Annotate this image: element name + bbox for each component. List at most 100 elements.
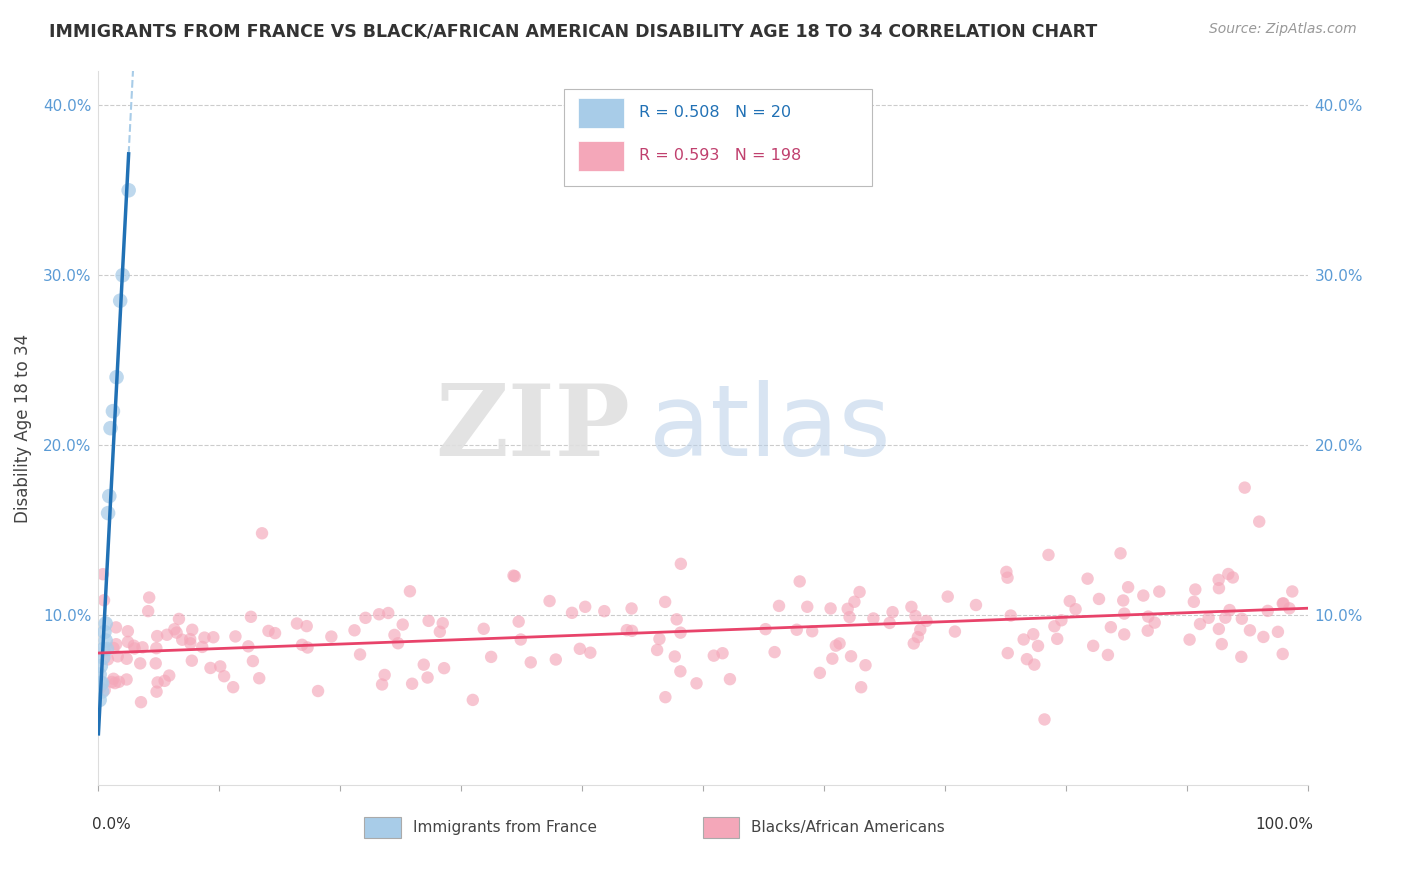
Point — [297, 640, 319, 655]
Point — [1026, 639, 1049, 653]
Point — [153, 673, 176, 688]
Text: R = 0.593   N = 198: R = 0.593 N = 198 — [638, 148, 801, 163]
Text: R = 0.508   N = 20: R = 0.508 N = 20 — [638, 105, 792, 120]
Point — [101, 675, 124, 690]
Point — [997, 646, 1019, 660]
Point — [387, 636, 409, 650]
Text: atlas: atlas — [648, 380, 890, 476]
Point — [544, 652, 567, 666]
Point — [146, 675, 169, 690]
Point — [1114, 627, 1136, 641]
Text: Source: ZipAtlas.com: Source: ZipAtlas.com — [1209, 22, 1357, 37]
Point — [247, 671, 270, 685]
Point — [115, 652, 138, 666]
Bar — [578, 141, 624, 171]
Point — [1182, 595, 1205, 609]
Point — [371, 677, 394, 691]
Point — [1219, 603, 1241, 617]
Point — [1211, 637, 1233, 651]
Point — [620, 601, 643, 615]
Point — [157, 668, 180, 682]
Point — [1278, 601, 1301, 615]
Point — [479, 649, 502, 664]
Point — [257, 624, 280, 638]
Point — [1112, 593, 1135, 607]
Point — [1267, 624, 1289, 639]
Point — [433, 661, 456, 675]
Point — [191, 640, 214, 654]
Text: Immigrants from France: Immigrants from France — [413, 821, 596, 835]
Point — [166, 625, 188, 640]
Point — [620, 624, 643, 638]
Point — [239, 609, 262, 624]
Point — [1143, 615, 1166, 630]
Point — [1208, 622, 1230, 636]
Point — [900, 599, 922, 614]
Point — [401, 677, 423, 691]
Point — [100, 421, 122, 435]
Point — [936, 590, 959, 604]
Point — [172, 632, 194, 647]
Point — [997, 571, 1019, 585]
Point — [416, 671, 439, 685]
Point — [103, 672, 125, 686]
Point — [291, 638, 314, 652]
Point — [669, 557, 692, 571]
Point — [509, 632, 531, 647]
Point — [193, 631, 215, 645]
Point — [200, 661, 222, 675]
Point — [703, 648, 725, 663]
Point — [124, 641, 146, 656]
Point — [156, 628, 179, 642]
Point — [118, 183, 141, 197]
Point — [995, 565, 1018, 579]
Point — [295, 619, 318, 633]
Point — [111, 268, 134, 283]
Point — [89, 680, 111, 694]
Point — [202, 630, 225, 644]
Point — [399, 584, 422, 599]
Point — [117, 624, 139, 639]
Point — [568, 641, 591, 656]
Point — [91, 650, 114, 665]
Point — [718, 672, 741, 686]
Point — [93, 593, 115, 607]
Point — [242, 654, 264, 668]
Point — [1281, 584, 1303, 599]
Point — [354, 611, 377, 625]
Text: 0.0%: 0.0% — [93, 817, 131, 832]
Point — [503, 569, 526, 583]
Point — [145, 684, 167, 698]
Point — [212, 669, 235, 683]
Point — [90, 676, 112, 690]
Point — [1099, 620, 1122, 634]
Point — [115, 673, 138, 687]
Point — [789, 574, 811, 589]
Point — [786, 623, 808, 637]
Point — [1233, 481, 1256, 495]
Point — [711, 646, 734, 660]
Text: ZIP: ZIP — [436, 380, 630, 476]
Point — [384, 628, 406, 642]
Point — [138, 591, 160, 605]
Point — [264, 626, 287, 640]
Point — [665, 612, 688, 626]
Point — [1188, 617, 1211, 632]
Point — [1149, 584, 1171, 599]
Point — [1064, 602, 1087, 616]
Point — [94, 616, 117, 631]
Point — [108, 293, 131, 308]
Point — [91, 567, 114, 582]
Point — [904, 609, 927, 624]
Point — [98, 489, 121, 503]
Point — [349, 648, 371, 662]
Point — [844, 595, 866, 609]
Point — [91, 642, 114, 657]
Point — [418, 614, 440, 628]
Point — [1198, 611, 1220, 625]
Point — [107, 649, 129, 664]
Point — [391, 617, 413, 632]
Point — [648, 632, 671, 646]
Point — [91, 676, 114, 690]
Point — [1083, 639, 1105, 653]
